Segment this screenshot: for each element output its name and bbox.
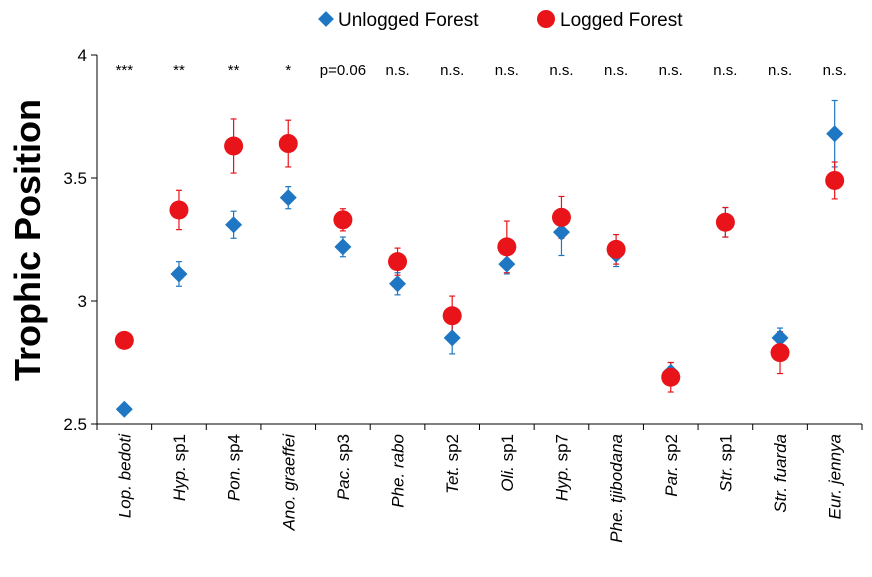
category-species: fuarda	[771, 434, 790, 482]
category-label: Str. fuarda	[771, 434, 790, 513]
category-species: sp3	[334, 434, 353, 461]
category-species: bedoti	[115, 433, 134, 481]
category-species: sp4	[225, 434, 244, 461]
significance-label: n.s.	[440, 62, 464, 79]
logged-point	[551, 207, 571, 227]
category-species: sp1	[170, 434, 189, 461]
unlogged-point	[443, 329, 461, 347]
category-species: tjibodana	[607, 434, 626, 503]
category-labels: Lop. bedoti Hyp. sp1 Pon. sp4 Ano. graeffei…	[115, 433, 844, 543]
category-genus: Pon.	[225, 461, 244, 501]
category-species: graeffei	[279, 433, 298, 491]
category-genus: Ano.	[279, 491, 298, 532]
significance-label: ***	[116, 62, 134, 79]
significance-label: n.s.	[823, 62, 847, 79]
legend-item-logged: Logged Forest	[537, 10, 683, 31]
legend-label-logged: Logged Forest	[560, 10, 683, 31]
category-label: Pac. sp3	[334, 434, 353, 500]
logged-point	[224, 136, 244, 156]
category-label: Pon. sp4	[225, 434, 244, 501]
significance-label: n.s.	[713, 62, 737, 79]
category-genus: Str.	[716, 461, 735, 492]
category-label: Lop. bedoti	[115, 433, 134, 518]
significance-label: **	[173, 62, 185, 79]
significance-label: p=0.06	[320, 62, 366, 79]
significance-label: n.s.	[768, 62, 792, 79]
y-tick-label: 2.5	[63, 415, 87, 434]
unlogged-point	[771, 329, 789, 347]
category-genus: Str.	[771, 482, 790, 513]
category-species: sp7	[552, 434, 571, 461]
category-species: sp1	[716, 434, 735, 461]
category-label: Phe. rabo	[389, 434, 408, 508]
y-axis-title: Trophic Position	[7, 99, 48, 381]
significance-label: n.s.	[549, 62, 573, 79]
significance-label: n.s.	[659, 62, 683, 79]
logged-point	[388, 252, 408, 272]
logged-point	[278, 134, 298, 154]
significance-label: **	[228, 62, 240, 79]
legend-label-unlogged: Unlogged Forest	[338, 10, 479, 31]
category-genus: Tet.	[443, 461, 462, 493]
significance-label: n.s.	[385, 62, 409, 79]
category-label: Tet. sp2	[443, 434, 462, 494]
y-tick-label: 3.5	[63, 169, 87, 188]
significance-label: *	[285, 62, 291, 79]
category-genus: Phe.	[607, 503, 626, 543]
category-genus: Eur.	[826, 484, 845, 519]
unlogged-point	[552, 223, 570, 241]
logged-point	[661, 367, 681, 387]
category-label: Eur. jennya	[826, 434, 845, 519]
unlogged-point	[279, 189, 297, 207]
significance-label: n.s.	[604, 62, 628, 79]
category-genus: Par.	[662, 461, 681, 496]
category-species: jennya	[826, 434, 845, 486]
legend-marker-unlogged	[318, 11, 334, 27]
category-genus: Oli.	[498, 461, 517, 491]
significance-label: n.s.	[495, 62, 519, 79]
unlogged-point	[389, 275, 407, 293]
category-label: Hyp. sp1	[170, 434, 189, 501]
logged-point	[114, 330, 134, 350]
logged-point	[715, 212, 735, 232]
category-genus: Lop.	[115, 480, 134, 518]
category-label: Hyp. sp7	[552, 434, 571, 501]
category-label: Par. sp2	[662, 434, 681, 497]
category-genus: Hyp.	[552, 461, 571, 501]
unlogged-point	[170, 265, 188, 283]
category-label: Oli. sp1	[498, 434, 517, 492]
logged-point	[442, 306, 462, 326]
significance-labels: *** ** ** * p=0.06 n.s. n.s. n.s. n.s. n.s. n.s. n.…	[116, 62, 847, 79]
unlogged-point	[225, 216, 243, 234]
logged-point	[825, 170, 845, 190]
legend: Unlogged Forest Logged Forest	[318, 10, 683, 31]
y-tick-label: 3	[78, 292, 87, 311]
axes: 2.5 3 3.5 4	[63, 46, 863, 434]
unlogged-point	[826, 125, 844, 143]
category-species: sp2	[443, 434, 462, 461]
unlogged-point	[115, 400, 133, 418]
legend-item-unlogged: Unlogged Forest	[318, 10, 479, 31]
logged-point	[606, 239, 626, 259]
category-label: Ano. graeffei	[279, 433, 298, 532]
unlogged-point	[498, 255, 516, 273]
logged-point	[770, 343, 790, 363]
legend-marker-logged	[537, 10, 555, 28]
category-genus: Hyp.	[170, 461, 189, 501]
category-species: sp2	[662, 434, 681, 461]
logged-point	[497, 237, 517, 257]
category-genus: Phe.	[389, 468, 408, 508]
y-tick-label: 4	[78, 46, 87, 65]
logged-point	[333, 210, 353, 230]
category-species: sp1	[498, 434, 517, 461]
category-species: rabo	[389, 434, 408, 468]
category-label: Phe. tjibodana	[607, 434, 626, 543]
series-layer	[114, 99, 845, 418]
category-genus: Pac.	[334, 461, 353, 500]
logged-point	[169, 200, 189, 220]
unlogged-point	[334, 238, 352, 256]
category-label: Str. sp1	[716, 434, 735, 492]
